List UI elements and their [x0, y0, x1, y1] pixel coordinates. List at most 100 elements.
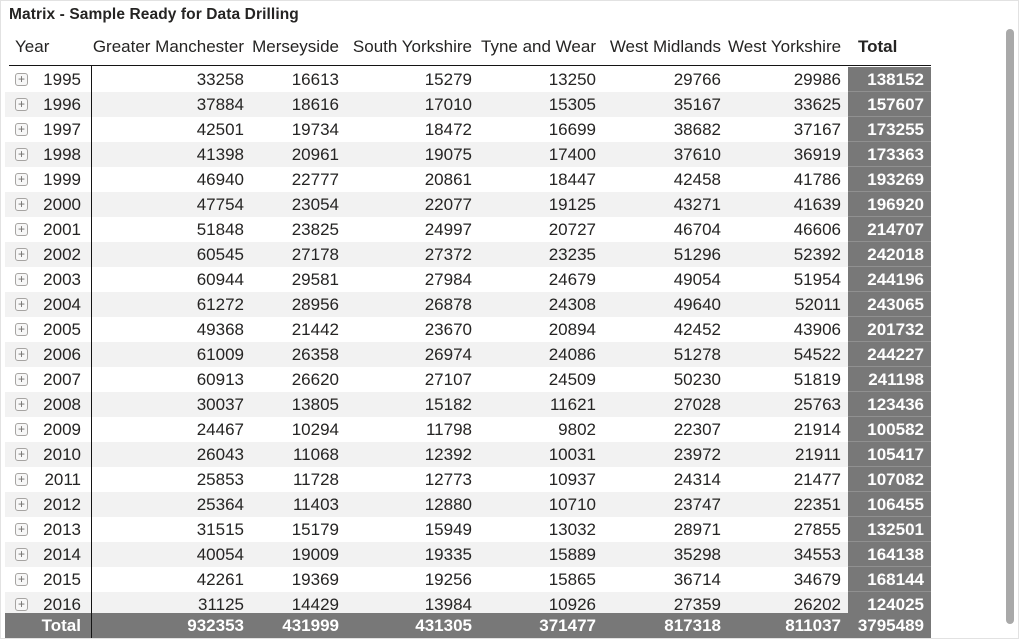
- cell-1998-greater-manchester[interactable]: 41398: [196, 145, 244, 164]
- cell-2010-south-yorkshire[interactable]: 12392: [424, 445, 472, 464]
- cell-1995-west-midlands[interactable]: 29766: [673, 70, 721, 89]
- cell-2012-merseyside[interactable]: 11403: [292, 495, 339, 514]
- cell-2012-tyne-and-wear[interactable]: 10710: [548, 495, 596, 514]
- expand-plus-icon[interactable]: +: [15, 548, 28, 561]
- cell-1995-merseyside[interactable]: 16613: [291, 70, 339, 89]
- expand-plus-icon[interactable]: +: [15, 523, 28, 536]
- cell-2008-greater-manchester[interactable]: 30037: [196, 395, 244, 414]
- cell-2003-tyne-and-wear[interactable]: 24679: [548, 270, 596, 289]
- row-header-2002[interactable]: +2002: [5, 242, 91, 267]
- cell-2015-merseyside[interactable]: 19369: [291, 570, 339, 589]
- row-header-2009[interactable]: +2009: [5, 417, 91, 442]
- row-header-2007[interactable]: +2007: [5, 367, 91, 392]
- cell-2006-merseyside[interactable]: 26358: [291, 345, 339, 364]
- cell-2005-west-midlands[interactable]: 42452: [673, 320, 721, 339]
- cell-2010-west-yorkshire[interactable]: 21911: [794, 445, 841, 464]
- cell-1999-south-yorkshire[interactable]: 20861: [424, 170, 472, 189]
- expand-plus-icon[interactable]: +: [15, 198, 28, 211]
- cell-2008-merseyside[interactable]: 13805: [291, 395, 339, 414]
- cell-2004-west-yorkshire[interactable]: 52011: [794, 295, 841, 314]
- cell-2001-greater-manchester[interactable]: 51848: [196, 220, 244, 239]
- cell-2007-west-midlands[interactable]: 50230: [673, 370, 721, 389]
- cell-1998-tyne-and-wear[interactable]: 17400: [548, 145, 596, 164]
- cell-2013-merseyside[interactable]: 15179: [291, 520, 339, 539]
- cell-2001-merseyside[interactable]: 23825: [291, 220, 339, 239]
- cell-2005-greater-manchester[interactable]: 49368: [196, 320, 244, 339]
- row-header-2011[interactable]: +2011: [5, 467, 91, 492]
- cell-2001-west-midlands[interactable]: 46704: [673, 220, 721, 239]
- expand-plus-icon[interactable]: +: [15, 498, 28, 511]
- expand-plus-icon[interactable]: +: [15, 148, 28, 161]
- cell-1998-west-yorkshire[interactable]: 36919: [793, 145, 841, 164]
- row-header-1999[interactable]: +1999: [5, 167, 91, 192]
- cell-2016-west-yorkshire[interactable]: 26202: [793, 595, 841, 613]
- row-header-2000[interactable]: +2000: [5, 192, 91, 217]
- cell-2016-west-midlands[interactable]: 27359: [673, 595, 721, 613]
- cell-2009-south-yorkshire[interactable]: 11798: [425, 420, 472, 439]
- column-header-year[interactable]: Year: [15, 37, 50, 56]
- cell-2007-tyne-and-wear[interactable]: 24509: [548, 370, 596, 389]
- cell-2007-west-yorkshire[interactable]: 51819: [793, 370, 841, 389]
- expand-plus-icon[interactable]: +: [15, 173, 28, 186]
- cell-2007-greater-manchester[interactable]: 60913: [196, 370, 244, 389]
- expand-plus-icon[interactable]: +: [15, 398, 28, 411]
- cell-1997-south-yorkshire[interactable]: 18472: [424, 120, 472, 139]
- cell-2002-tyne-and-wear[interactable]: 23235: [548, 245, 596, 264]
- row-header-1995[interactable]: +1995: [5, 67, 91, 92]
- cell-2003-south-yorkshire[interactable]: 27984: [424, 270, 472, 289]
- expand-plus-icon[interactable]: +: [15, 98, 28, 111]
- cell-2009-west-yorkshire[interactable]: 21914: [793, 420, 841, 439]
- cell-1997-west-yorkshire[interactable]: 37167: [793, 120, 841, 139]
- cell-2005-merseyside[interactable]: 21442: [291, 320, 339, 339]
- cell-1995-greater-manchester[interactable]: 33258: [196, 70, 244, 89]
- column-header-total[interactable]: Total: [858, 37, 898, 56]
- cell-2011-west-yorkshire[interactable]: 21477: [793, 470, 841, 489]
- row-header-2014[interactable]: +2014: [5, 542, 91, 567]
- cell-1997-west-midlands[interactable]: 38682: [673, 120, 721, 139]
- cell-2008-tyne-and-wear[interactable]: 11621: [549, 395, 596, 414]
- cell-2012-south-yorkshire[interactable]: 12880: [424, 495, 472, 514]
- cell-2003-merseyside[interactable]: 29581: [291, 270, 339, 289]
- cell-2014-greater-manchester[interactable]: 40054: [196, 545, 244, 564]
- cell-2012-greater-manchester[interactable]: 25364: [196, 495, 244, 514]
- cell-2016-merseyside[interactable]: 14429: [291, 595, 339, 613]
- cell-1996-merseyside[interactable]: 18616: [291, 95, 339, 114]
- cell-1995-west-yorkshire[interactable]: 29986: [793, 70, 841, 89]
- expand-plus-icon[interactable]: +: [15, 598, 28, 611]
- column-header-greater-manchester[interactable]: Greater Manchester: [92, 37, 244, 56]
- cell-2010-tyne-and-wear[interactable]: 10031: [548, 445, 596, 464]
- cell-1998-west-midlands[interactable]: 37610: [673, 145, 721, 164]
- cell-1998-merseyside[interactable]: 20961: [291, 145, 339, 164]
- row-header-2006[interactable]: +2006: [5, 342, 91, 367]
- column-header-west-yorkshire[interactable]: West Yorkshire: [728, 37, 842, 56]
- expand-plus-icon[interactable]: +: [15, 423, 28, 436]
- expand-plus-icon[interactable]: +: [15, 373, 28, 386]
- cell-2004-south-yorkshire[interactable]: 26878: [424, 295, 472, 314]
- cell-2013-south-yorkshire[interactable]: 15949: [424, 520, 472, 539]
- cell-2009-tyne-and-wear[interactable]: 9802: [558, 420, 596, 439]
- cell-1999-greater-manchester[interactable]: 46940: [196, 170, 244, 189]
- cell-2007-merseyside[interactable]: 26620: [291, 370, 339, 389]
- cell-1997-greater-manchester[interactable]: 42501: [196, 120, 244, 139]
- cell-1999-west-midlands[interactable]: 42458: [673, 170, 721, 189]
- cell-2000-tyne-and-wear[interactable]: 19125: [548, 195, 596, 214]
- cell-2002-greater-manchester[interactable]: 60545: [196, 245, 244, 264]
- cell-2013-greater-manchester[interactable]: 31515: [196, 520, 244, 539]
- row-header-1996[interactable]: +1996: [5, 92, 91, 117]
- expand-plus-icon[interactable]: +: [15, 348, 28, 361]
- cell-2010-merseyside[interactable]: 11068: [292, 445, 339, 464]
- cell-2000-merseyside[interactable]: 23054: [291, 195, 339, 214]
- expand-plus-icon[interactable]: +: [15, 323, 28, 336]
- row-header-2012[interactable]: +2012: [5, 492, 91, 517]
- cell-2002-west-midlands[interactable]: 51296: [673, 245, 721, 264]
- cell-2006-greater-manchester[interactable]: 61009: [196, 345, 244, 364]
- cell-2016-greater-manchester[interactable]: 31125: [197, 595, 244, 613]
- expand-plus-icon[interactable]: +: [15, 223, 28, 236]
- cell-1998-south-yorkshire[interactable]: 19075: [424, 145, 472, 164]
- cell-2012-west-midlands[interactable]: 23747: [673, 495, 721, 514]
- row-header-2008[interactable]: +2008: [5, 392, 91, 417]
- cell-2004-greater-manchester[interactable]: 61272: [196, 295, 244, 314]
- expand-plus-icon[interactable]: +: [15, 123, 28, 136]
- cell-2001-west-yorkshire[interactable]: 46606: [793, 220, 841, 239]
- cell-2016-tyne-and-wear[interactable]: 10926: [548, 595, 596, 613]
